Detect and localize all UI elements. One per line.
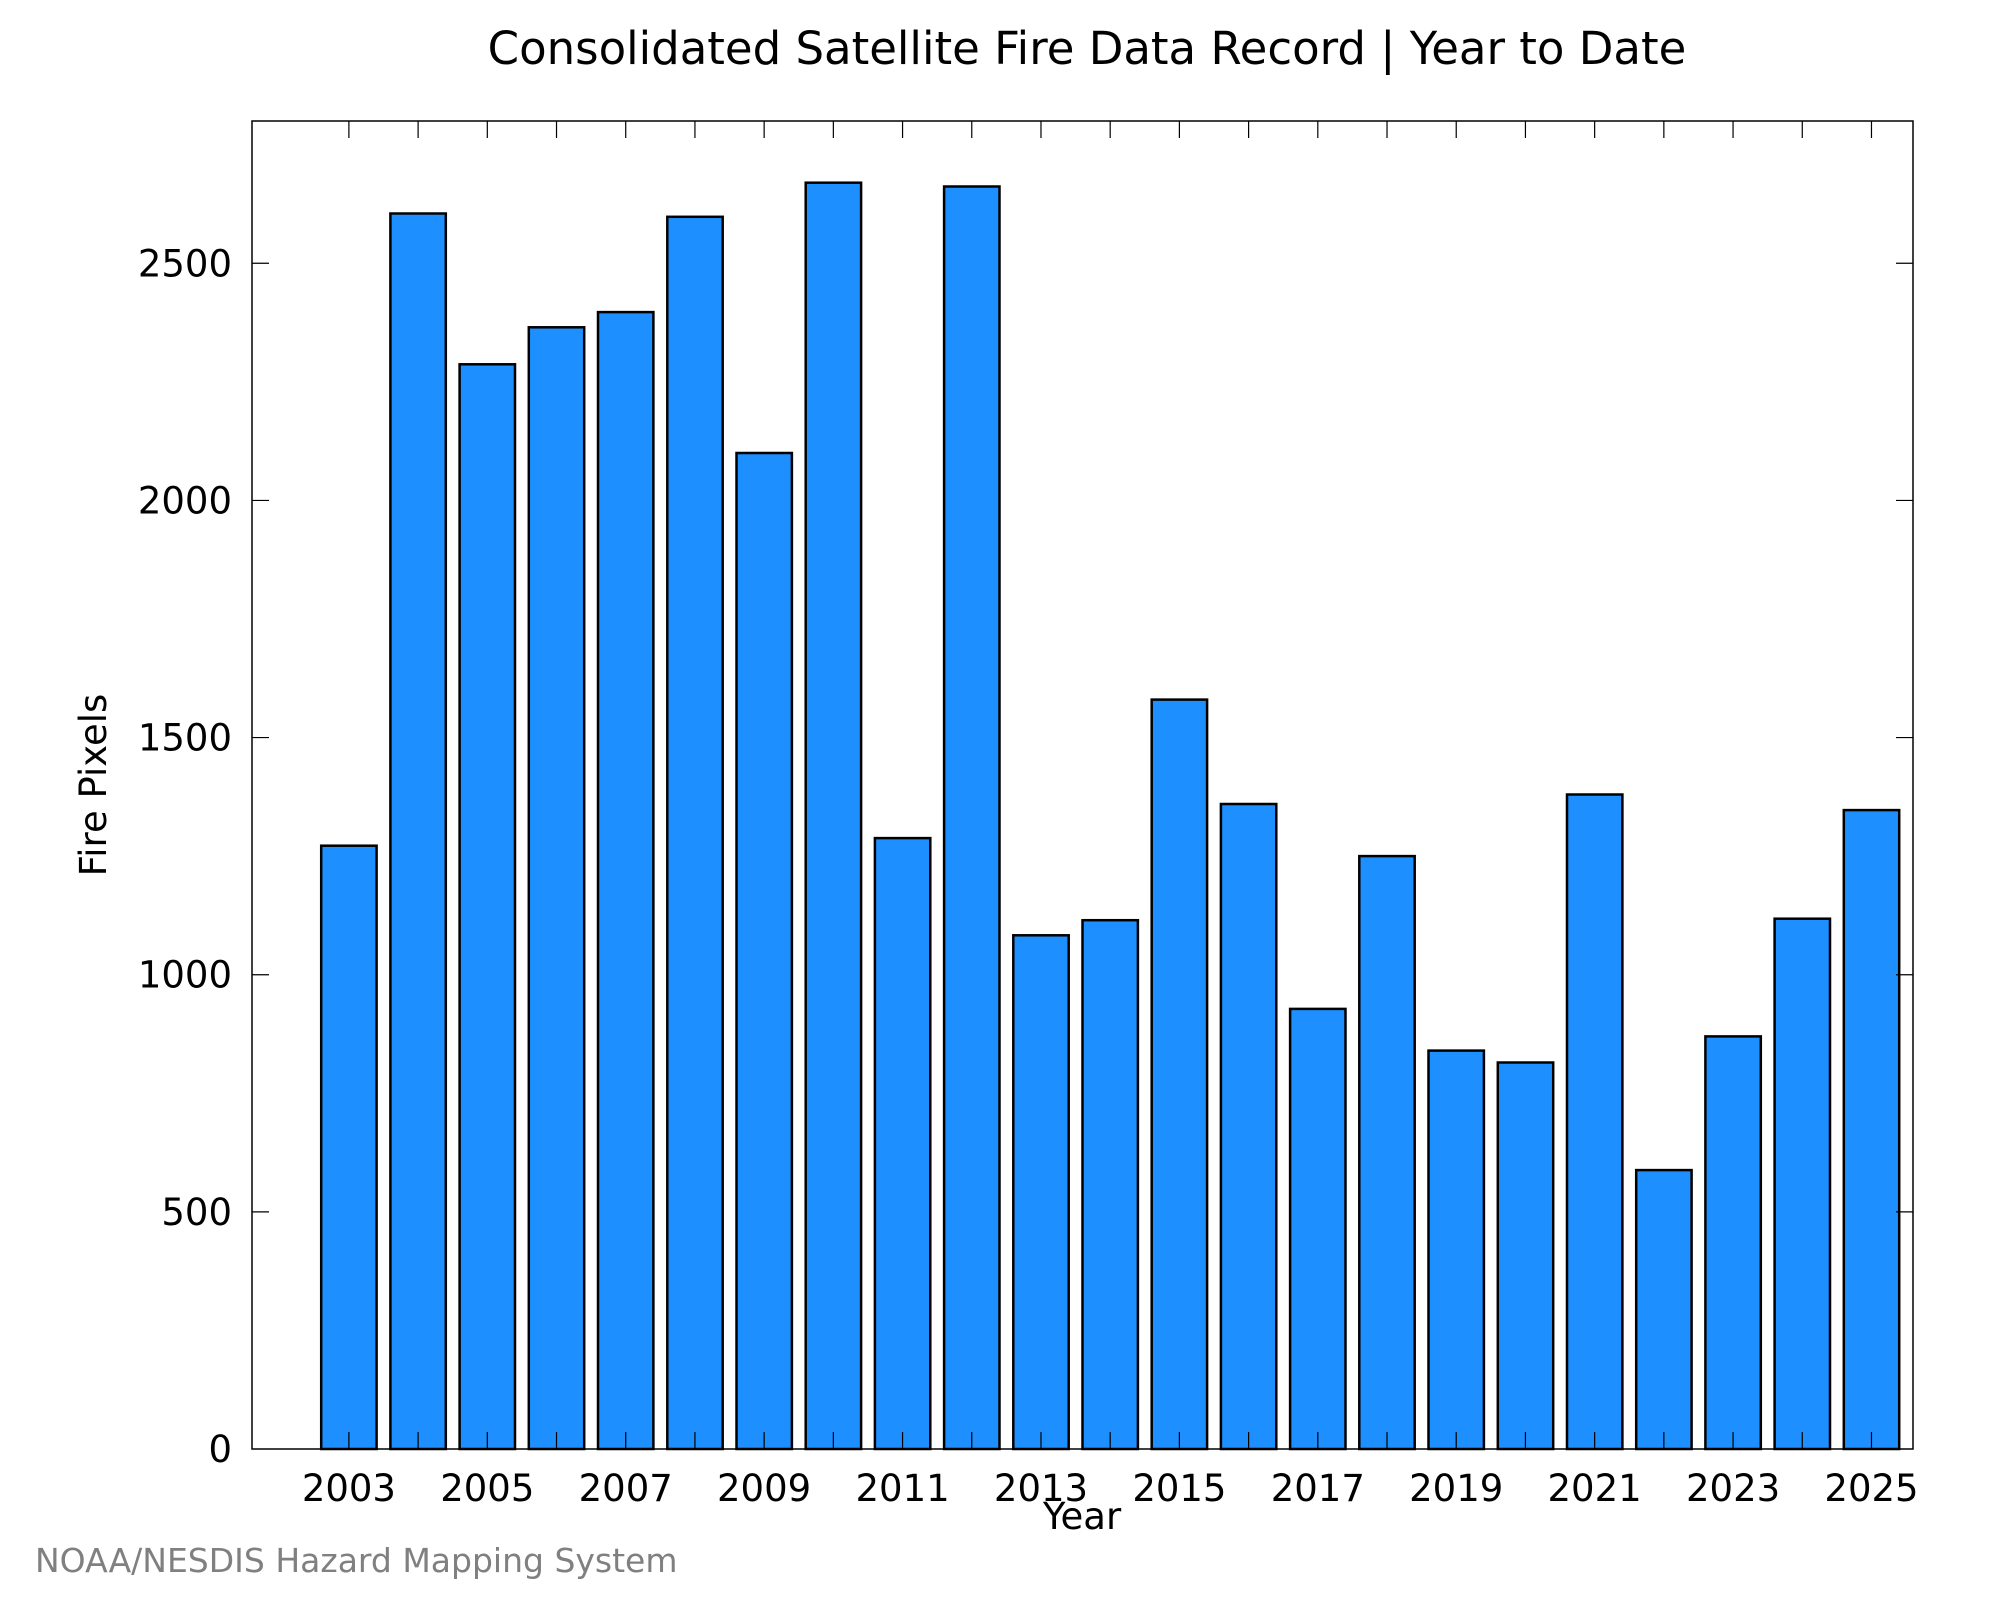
bar-2016 [1219, 802, 1278, 1451]
plot-frame [251, 120, 1914, 1450]
x-tick-label: 2011 [856, 1467, 950, 1510]
bar-2006 [527, 326, 586, 1451]
x-tick-label: 2003 [302, 1467, 396, 1510]
bar-2021 [1565, 793, 1624, 1451]
x-tick-label: 2005 [440, 1467, 534, 1510]
chart-title: Consolidated Satellite Fire Data Record … [488, 22, 1687, 75]
x-tick-label: 2015 [1132, 1467, 1226, 1510]
bar-2024 [1773, 917, 1832, 1451]
bars-group [319, 181, 1901, 1451]
y-tick-label: 2500 [138, 242, 232, 285]
x-tick-label: 2007 [579, 1467, 673, 1510]
x-tick-label: 2021 [1548, 1467, 1642, 1510]
y-axis-ticks: 0 500 1000 1500 2000 2500 [138, 242, 1913, 1471]
bar-2003 [319, 844, 378, 1451]
x-tick-label: 2023 [1686, 1467, 1780, 1510]
y-tick-label: 500 [161, 1191, 232, 1234]
bar-2025 [1842, 808, 1901, 1451]
bar-2020 [1496, 1061, 1555, 1451]
bar-2005 [458, 363, 517, 1451]
x-axis-ticks: 2003 2005 2007 2009 2011 2013 2015 2017 2019 2021… [302, 121, 1919, 1510]
source-note: NOAA/NESDIS Hazard Mapping System [35, 1541, 678, 1580]
y-axis-label: Fire Pixels [72, 694, 115, 877]
bar-2004 [389, 212, 448, 1451]
bar-2017 [1288, 1007, 1347, 1451]
bar-2012 [942, 185, 1001, 1451]
bar-2010 [804, 181, 863, 1451]
bar-2008 [666, 215, 724, 1451]
x-tick-label: 2009 [717, 1467, 811, 1510]
bar-2009 [735, 451, 794, 1451]
y-tick-label: 1500 [138, 717, 232, 760]
bar-2015 [1150, 698, 1209, 1451]
x-tick-label: 2025 [1824, 1467, 1918, 1510]
bar-2019 [1427, 1049, 1486, 1451]
bar-2007 [596, 310, 655, 1451]
y-tick-label: 1000 [138, 954, 232, 997]
x-tick-label: 2017 [1271, 1467, 1365, 1510]
y-tick-label: 2000 [138, 479, 232, 522]
bar-2013 [1012, 934, 1070, 1451]
y-tick-label: 0 [208, 1428, 232, 1471]
x-tick-label: 2013 [994, 1467, 1088, 1510]
x-tick-label: 2019 [1409, 1467, 1503, 1510]
bar-2018 [1358, 854, 1416, 1451]
bar-2011 [873, 836, 932, 1451]
x-axis-label: Year [1042, 1495, 1122, 1538]
bar-2023 [1704, 1035, 1763, 1451]
bar-2014 [1081, 918, 1140, 1451]
bar-2022 [1634, 1168, 1693, 1451]
